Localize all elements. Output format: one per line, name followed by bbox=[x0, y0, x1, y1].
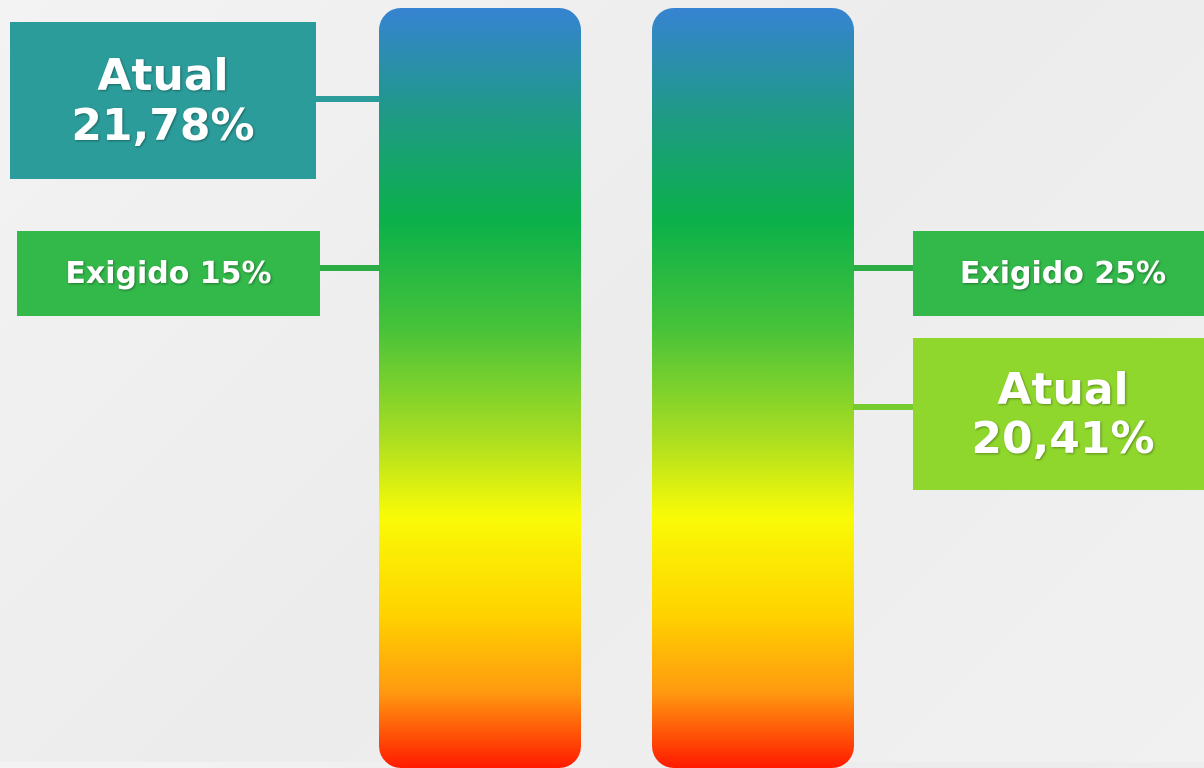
left-current-connector bbox=[316, 96, 380, 102]
right-gauge-bar bbox=[652, 8, 854, 768]
right-current-connector bbox=[853, 404, 913, 410]
right-current-label: Atual bbox=[997, 363, 1129, 415]
right-required-label: Exigido 25% bbox=[959, 255, 1167, 291]
left-required-connector bbox=[320, 265, 380, 271]
left-required-label: Exigido 15% bbox=[65, 255, 272, 291]
left-current-label: Atual bbox=[97, 50, 229, 102]
left-required-box: Exigido 15% bbox=[17, 231, 320, 316]
right-required-connector bbox=[853, 265, 913, 271]
left-current-box: Atual 21,78% bbox=[10, 22, 316, 179]
right-current-value: 20,41% bbox=[971, 413, 1155, 464]
right-required-box: Exigido 25% bbox=[913, 231, 1204, 316]
left-gauge-bar bbox=[379, 8, 581, 768]
left-current-value: 21,78% bbox=[71, 99, 255, 151]
right-current-box: Atual 20,41% bbox=[913, 338, 1204, 490]
